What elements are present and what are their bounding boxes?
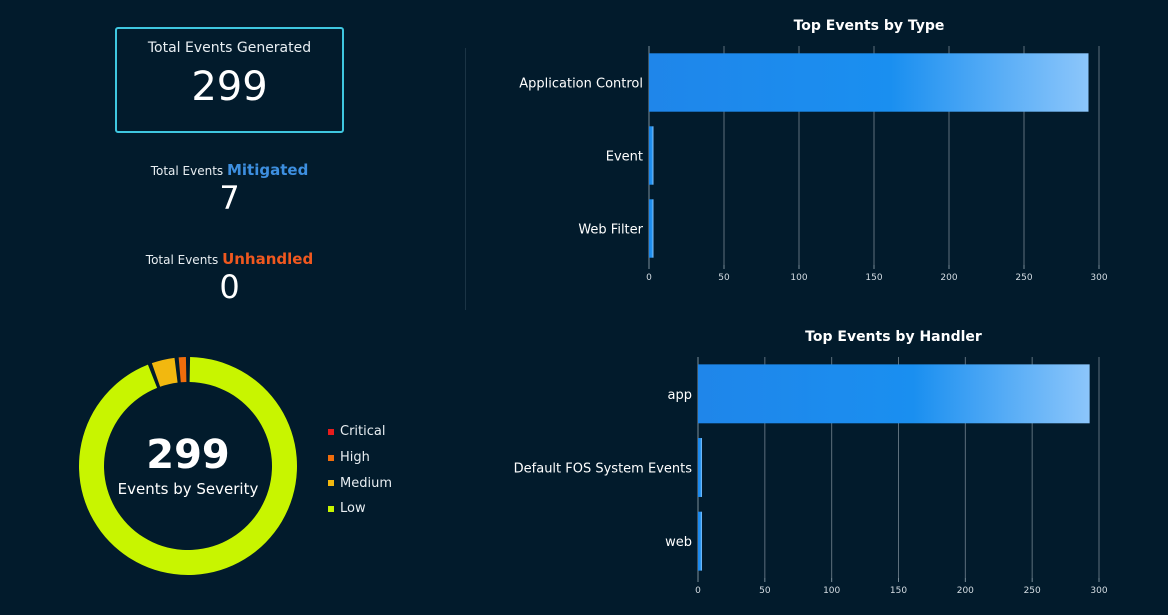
x-tick-label: 150 bbox=[890, 586, 907, 596]
bar[interactable] bbox=[698, 511, 703, 571]
chart-title: Top Events by Type bbox=[794, 18, 945, 34]
x-tick-label: 200 bbox=[940, 273, 957, 283]
total-events-mitigated-card: Total Events Mitigated 7 bbox=[115, 161, 344, 217]
total-events-generated-card: Total Events Generated 299 bbox=[115, 27, 344, 133]
total-events-unhandled-label: Total Events Unhandled bbox=[115, 250, 344, 268]
legend-label: Medium bbox=[340, 475, 392, 491]
bar[interactable] bbox=[649, 126, 654, 185]
legend-item[interactable]: High bbox=[328, 445, 392, 471]
donut-slice[interactable] bbox=[151, 357, 178, 387]
bar[interactable] bbox=[698, 364, 1090, 424]
x-tick-label: 250 bbox=[1024, 586, 1041, 596]
unhandled-highlight: Unhandled bbox=[222, 250, 314, 268]
severity-total: 299 bbox=[146, 432, 230, 478]
legend-swatch bbox=[328, 480, 334, 487]
total-events-unhandled-value: 0 bbox=[219, 268, 240, 306]
total-events-unhandled-card: Total Events Unhandled 0 bbox=[115, 250, 344, 306]
total-events-generated-label: Total Events Generated bbox=[147, 40, 312, 56]
legend-item[interactable]: Critical bbox=[328, 419, 392, 445]
category-label: web bbox=[665, 535, 692, 550]
legend-label: Critical bbox=[340, 424, 386, 440]
bar[interactable] bbox=[649, 199, 654, 258]
total-events-mitigated-label: Total Events Mitigated bbox=[115, 161, 344, 179]
x-tick-label: 150 bbox=[865, 273, 882, 283]
severity-caption: Events by Severity bbox=[117, 480, 259, 498]
x-tick-label: 50 bbox=[718, 273, 730, 283]
x-tick-label: 0 bbox=[695, 586, 701, 596]
bar[interactable] bbox=[698, 438, 703, 497]
x-tick-label: 250 bbox=[1015, 273, 1032, 283]
legend-swatch bbox=[328, 505, 334, 512]
top-events-by-type-chart: Top Events by Type 0 50 100 150 200 250 300 Appl… bbox=[519, 18, 1108, 283]
x-tick-label: 100 bbox=[790, 273, 807, 283]
chart-title: Top Events by Handler bbox=[805, 329, 982, 345]
total-events-mitigated-value: 7 bbox=[219, 179, 240, 217]
legend-item[interactable]: Medium bbox=[328, 470, 392, 496]
category-label: Web Filter bbox=[578, 223, 643, 238]
x-tick-label: 0 bbox=[646, 273, 652, 283]
x-tick-label: 300 bbox=[1090, 273, 1107, 283]
legend-item[interactable]: Low bbox=[328, 496, 392, 522]
category-label: Event bbox=[606, 150, 643, 165]
total-events-generated-value: 299 bbox=[191, 64, 268, 110]
top-events-by-handler-chart: Top Events by Handler 0 50 100 150 200 250 300 a… bbox=[514, 329, 1108, 596]
x-tick-label: 100 bbox=[823, 586, 840, 596]
legend-swatch bbox=[328, 454, 334, 461]
category-label: Application Control bbox=[519, 77, 643, 92]
x-tick-label: 50 bbox=[759, 586, 771, 596]
legend-label: High bbox=[340, 450, 370, 466]
legend-swatch bbox=[328, 428, 334, 435]
donut-center: 299 Events by Severity bbox=[78, 432, 298, 498]
category-label: Default FOS System Events bbox=[514, 462, 693, 477]
legend-label: Low bbox=[340, 501, 366, 517]
severity-legend: Critical High Medium Low bbox=[328, 419, 392, 522]
bar[interactable] bbox=[649, 53, 1089, 112]
x-tick-label: 200 bbox=[957, 586, 974, 596]
x-tick-label: 300 bbox=[1090, 586, 1107, 596]
panel-divider bbox=[465, 48, 466, 310]
category-label: app bbox=[668, 388, 692, 403]
mitigated-prefix: Total Events bbox=[150, 164, 224, 178]
unhandled-prefix: Total Events bbox=[145, 253, 219, 267]
mitigated-highlight: Mitigated bbox=[226, 161, 309, 179]
donut-slice[interactable] bbox=[178, 357, 187, 383]
